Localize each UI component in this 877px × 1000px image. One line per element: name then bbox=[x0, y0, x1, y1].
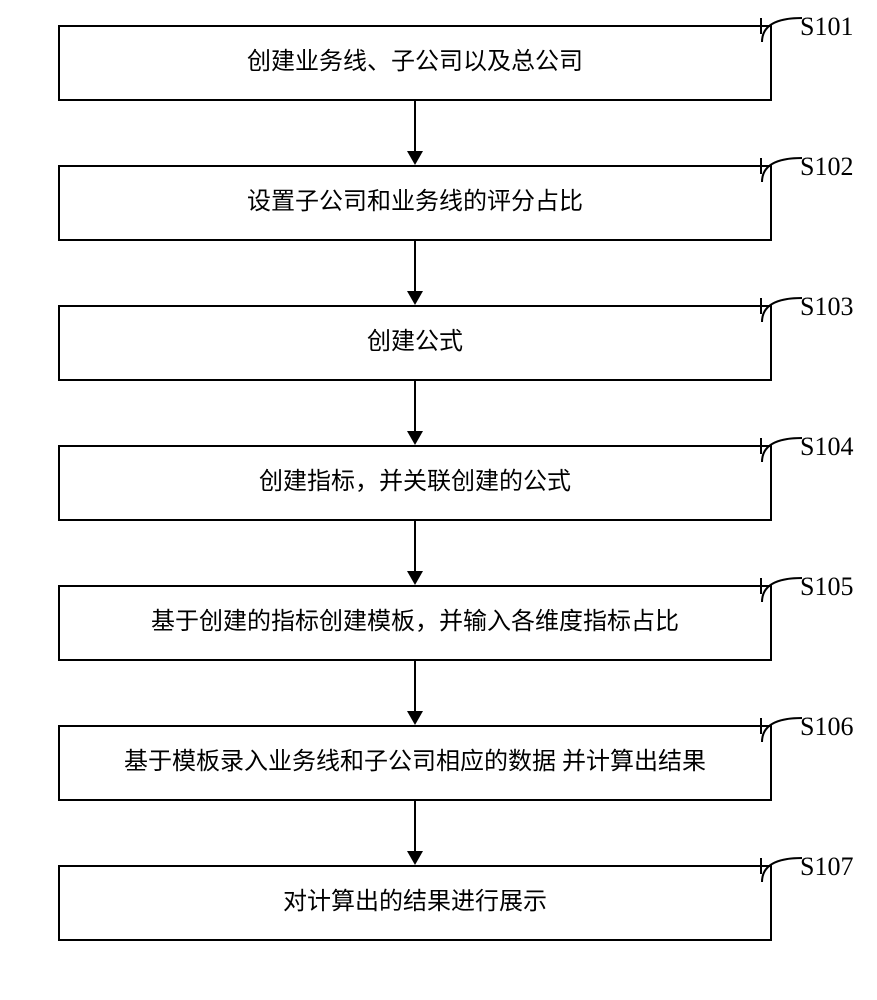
flowchart-step-label: S102 bbox=[800, 152, 853, 182]
flowchart-step-text: 设置子公司和业务线的评分占比 bbox=[247, 186, 583, 220]
flowchart-step-box: 对计算出的结果进行展示 bbox=[58, 865, 772, 941]
flowchart-connector bbox=[760, 18, 800, 34]
flowchart-step-text: 基于模板录入业务线和子公司相应的数据 并计算出结果 bbox=[124, 746, 706, 780]
flowchart-step-label: S101 bbox=[800, 12, 853, 42]
flowchart-arrow-head bbox=[407, 711, 423, 725]
flowchart-connector bbox=[760, 578, 800, 594]
flowchart-step-box: 基于创建的指标创建模板，并输入各维度指标占比 bbox=[58, 585, 772, 661]
flowchart-step-label: S103 bbox=[800, 292, 853, 322]
flowchart-arrow-head bbox=[407, 851, 423, 865]
flowchart-step-box: 基于模板录入业务线和子公司相应的数据 并计算出结果 bbox=[58, 725, 772, 801]
flowchart-step-label: S106 bbox=[800, 712, 853, 742]
flowchart-step-box: 创建公式 bbox=[58, 305, 772, 381]
flowchart-step-label: S105 bbox=[800, 572, 853, 602]
flowchart-step-text: 创建指标，并关联创建的公式 bbox=[259, 466, 571, 500]
flowchart-step-text: 对计算出的结果进行展示 bbox=[283, 886, 547, 920]
flowchart-arrow-line bbox=[414, 241, 416, 291]
flowchart-step-label: S107 bbox=[800, 852, 853, 882]
flowchart-step-label: S104 bbox=[800, 432, 853, 462]
flowchart-step-box: 创建业务线、子公司以及总公司 bbox=[58, 25, 772, 101]
flowchart-arrow-line bbox=[414, 521, 416, 571]
flowchart-arrow-head bbox=[407, 151, 423, 165]
flowchart-connector bbox=[760, 438, 800, 454]
flowchart-arrow-head bbox=[407, 571, 423, 585]
flowchart-connector bbox=[760, 298, 800, 314]
flowchart-connector bbox=[760, 858, 800, 874]
flowchart-arrow-line bbox=[414, 661, 416, 711]
flowchart-arrow-head bbox=[407, 431, 423, 445]
flowchart-arrow-line bbox=[414, 381, 416, 431]
flowchart-arrow-line bbox=[414, 101, 416, 151]
flowchart-arrow-head bbox=[407, 291, 423, 305]
flowchart-step-text: 创建业务线、子公司以及总公司 bbox=[247, 46, 583, 80]
flowchart-step-text: 基于创建的指标创建模板，并输入各维度指标占比 bbox=[151, 606, 679, 640]
flowchart-connector bbox=[760, 718, 800, 734]
flowchart-connector bbox=[760, 158, 800, 174]
flowchart-step-text: 创建公式 bbox=[367, 326, 463, 360]
flowchart-step-box: 设置子公司和业务线的评分占比 bbox=[58, 165, 772, 241]
flowchart-step-box: 创建指标，并关联创建的公式 bbox=[58, 445, 772, 521]
flowchart-container: 创建业务线、子公司以及总公司 S101 设置子公司和业务线的评分占比 S102 创建公式… bbox=[0, 0, 877, 1000]
flowchart-arrow-line bbox=[414, 801, 416, 851]
